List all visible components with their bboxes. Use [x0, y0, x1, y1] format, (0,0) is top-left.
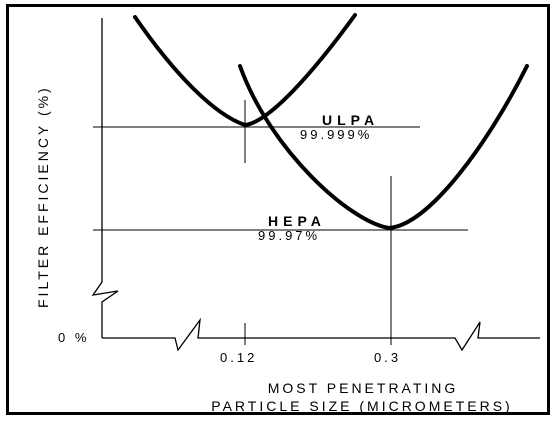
x-axis — [102, 317, 540, 352]
ulpa-curve — [133, 13, 357, 128]
hepa-label: HEPA — [268, 213, 326, 229]
y-axis-title: FILTER EFFICIENCY (%) — [35, 85, 51, 308]
hepa-curve — [238, 64, 529, 231]
x-tick-label-0-3: 0.3 — [374, 350, 401, 365]
x-axis-title-line2: PARTICLE SIZE (MICROMETERS) — [211, 398, 512, 414]
x-tick-label-0-12: 0.12 — [220, 350, 257, 365]
y-tick-zero: 0 % — [58, 330, 89, 345]
hepa-efficiency-label: 99.97% — [258, 228, 320, 243]
x-axis-title-line1: MOST PENETRATING — [268, 380, 459, 396]
ulpa-efficiency-label: 99.999% — [300, 127, 372, 142]
y-axis — [91, 18, 119, 338]
ulpa-label: ULPA — [322, 112, 379, 128]
